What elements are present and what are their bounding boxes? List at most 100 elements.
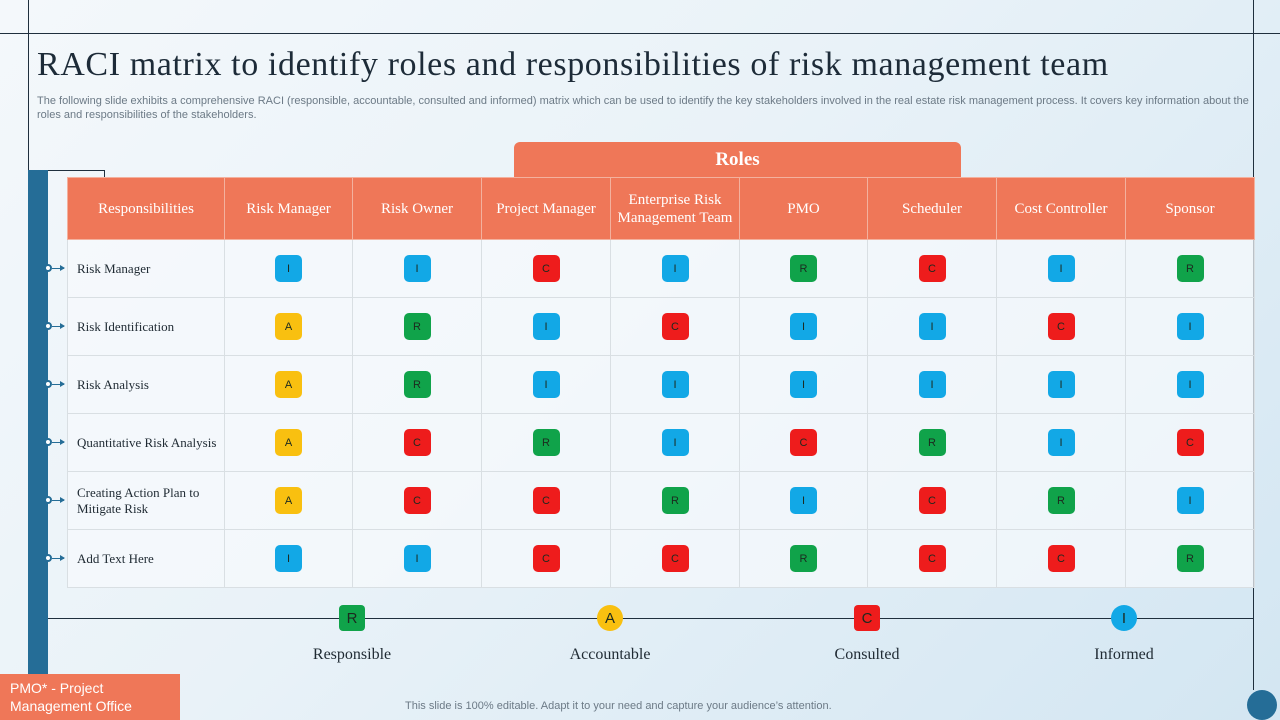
footer-note: This slide is 100% editable. Adapt it to… <box>405 700 832 712</box>
responsibility-label: Risk Manager <box>67 239 225 298</box>
raci-cell: C <box>867 529 997 588</box>
raci-cell: I <box>739 355 868 414</box>
raci-chip: R <box>661 487 689 514</box>
raci-cell: I <box>1125 355 1255 414</box>
raci-chip: C <box>403 429 431 456</box>
raci-cell: C <box>867 471 997 530</box>
raci-cell: R <box>996 471 1126 530</box>
raci-chip: A <box>275 429 302 456</box>
legend-label-informed: Informed <box>1094 646 1154 663</box>
raci-chip: I <box>661 371 689 398</box>
row-marker-dot <box>44 438 52 446</box>
raci-cell: C <box>481 471 611 530</box>
raci-chip: I <box>532 371 560 398</box>
top-rule <box>0 33 1280 34</box>
table-row: Add Text Here I I C C R C C R <box>67 529 1255 588</box>
raci-cell: C <box>867 239 997 298</box>
raci-cell: A <box>224 471 353 530</box>
responsibility-label: Add Text Here <box>67 529 225 588</box>
raci-chip: C <box>790 429 817 456</box>
row-marker-dot <box>44 496 52 504</box>
raci-cell: C <box>996 297 1126 356</box>
raci-chip: R <box>532 429 560 456</box>
raci-chip: I <box>403 545 431 572</box>
row-marker-dot <box>44 554 52 562</box>
raci-chip: I <box>275 545 302 572</box>
raci-cell: R <box>739 239 868 298</box>
row-marker-dot <box>44 380 52 388</box>
column-header-role: Sponsor <box>1125 177 1255 240</box>
raci-chip: C <box>918 255 946 282</box>
raci-cell: C <box>481 239 611 298</box>
legend-line <box>48 618 1253 619</box>
raci-chip: A <box>275 487 302 514</box>
left-frame-line <box>28 0 29 170</box>
legend-label-consulted: Consulted <box>834 646 900 663</box>
column-header-role: Scheduler <box>867 177 997 240</box>
raci-cell: R <box>739 529 868 588</box>
raci-chip: I <box>1176 487 1204 514</box>
row-marker-dot <box>44 322 52 330</box>
raci-chip: A <box>275 313 302 340</box>
raci-cell: I <box>996 413 1126 472</box>
raci-chip: R <box>403 313 431 340</box>
raci-chip: I <box>918 371 946 398</box>
raci-chip: I <box>275 255 302 282</box>
legend-label-responsible: Responsible <box>312 646 392 663</box>
raci-chip: C <box>1176 429 1204 456</box>
raci-cell: I <box>610 355 740 414</box>
roles-banner: Roles <box>514 142 961 177</box>
raci-chip: C <box>1047 545 1075 572</box>
side-bracket-line <box>48 170 104 171</box>
row-marker-arrow <box>52 265 65 271</box>
raci-chip: C <box>532 487 560 514</box>
column-header-responsibilities: Responsibilities <box>67 177 225 240</box>
raci-chip: C <box>532 255 560 282</box>
row-marker-arrow <box>52 555 65 561</box>
column-header-role: Risk Manager <box>224 177 353 240</box>
column-header-role: Risk Owner <box>352 177 482 240</box>
row-marker-arrow <box>52 381 65 387</box>
raci-cell: I <box>739 297 868 356</box>
slide-title: RACI matrix to identify roles and respon… <box>37 46 1109 83</box>
table-row: Creating Action Plan to Mitigate Risk A C C… <box>67 471 1255 530</box>
raci-chip: I <box>1047 429 1075 456</box>
raci-chip: I <box>790 371 817 398</box>
raci-cell: I <box>867 297 997 356</box>
responsibility-label: Risk Identification <box>67 297 225 356</box>
raci-cell: I <box>224 529 353 588</box>
raci-chip: C <box>661 313 689 340</box>
raci-cell: I <box>610 413 740 472</box>
raci-cell: C <box>352 413 482 472</box>
legend-chip-accountable: A <box>597 605 623 631</box>
raci-cell: I <box>996 239 1126 298</box>
raci-cell: A <box>224 297 353 356</box>
column-header-role: Cost Controller <box>996 177 1126 240</box>
raci-chip: R <box>790 255 817 282</box>
raci-chip: R <box>918 429 946 456</box>
raci-cell: I <box>352 239 482 298</box>
raci-cell: R <box>610 471 740 530</box>
legend-chip-consulted: C <box>854 605 880 631</box>
raci-chip: I <box>1176 313 1204 340</box>
column-header-role: PMO <box>739 177 868 240</box>
responsibility-label: Quantitative Risk Analysis <box>67 413 225 472</box>
side-accent-bar <box>28 170 48 680</box>
raci-cell: I <box>1125 297 1255 356</box>
raci-cell: C <box>610 529 740 588</box>
matrix-body: Risk Manager I I C I R C I R Risk Identification A… <box>67 239 1255 588</box>
responsibility-label: Creating Action Plan to Mitigate Risk <box>67 471 225 530</box>
raci-chip: C <box>918 487 946 514</box>
row-marker-arrow <box>52 439 65 445</box>
table-row: Risk Identification A R I C I I C I <box>67 297 1255 356</box>
raci-chip: R <box>1176 255 1204 282</box>
raci-chip: C <box>532 545 560 572</box>
raci-chip: I <box>403 255 431 282</box>
column-header-role: Project Manager <box>481 177 611 240</box>
slide-subtitle: The following slide exhibits a comprehen… <box>37 95 1249 121</box>
legend-chip-responsible: R <box>339 605 365 631</box>
raci-chip: A <box>275 371 302 398</box>
raci-chip: R <box>1047 487 1075 514</box>
raci-cell: A <box>224 413 353 472</box>
raci-cell: I <box>996 355 1126 414</box>
